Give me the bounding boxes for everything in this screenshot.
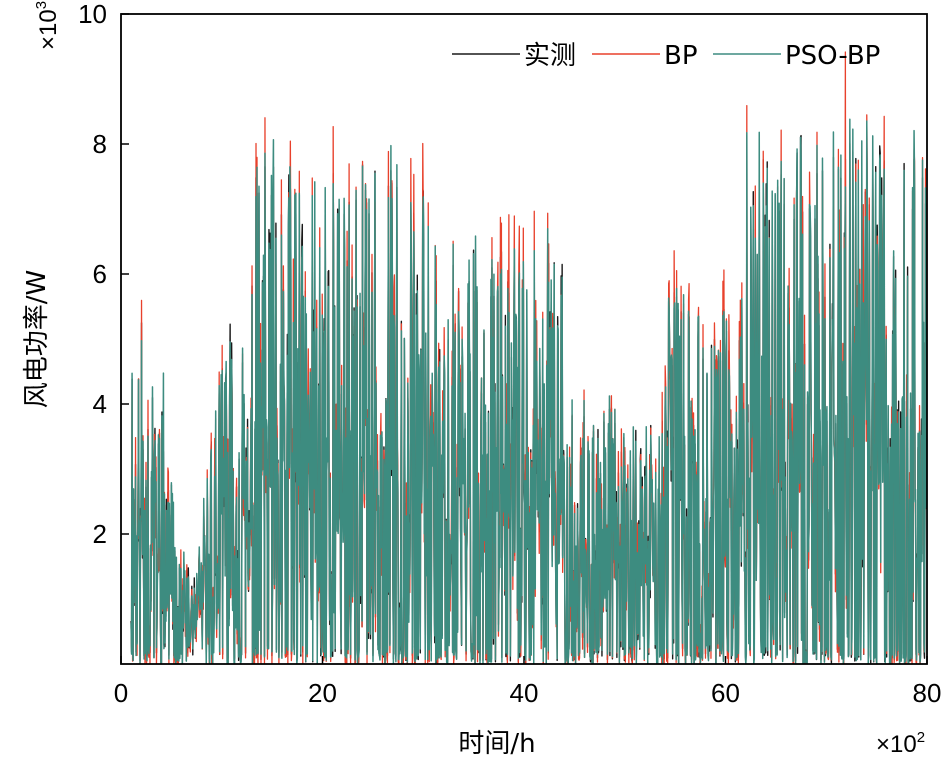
series-line-2 bbox=[130, 118, 927, 664]
x-tick-label: 40 bbox=[510, 678, 539, 708]
x-tick-label: 20 bbox=[308, 678, 337, 708]
y-multiplier-exp: 3 bbox=[33, 1, 50, 9]
x-tick-label: 60 bbox=[711, 678, 740, 708]
legend-label-bp: BP bbox=[664, 41, 698, 71]
y-axis-label: 风电功率/W bbox=[22, 270, 52, 408]
x-tick-label: 80 bbox=[913, 678, 942, 708]
y-multiplier: ×103 bbox=[33, 1, 62, 50]
x-multiplier-base: ×10 bbox=[876, 731, 917, 758]
y-multiplier-base: ×10 bbox=[35, 9, 62, 50]
x-multiplier-exp: 2 bbox=[917, 729, 925, 746]
legend-label-pso-bp: PSO-BP bbox=[785, 41, 880, 71]
legend-label-measured: 实测 bbox=[524, 41, 576, 71]
y-tick-label: 8 bbox=[93, 129, 107, 159]
ticks-layer: 0 20 40 60 80 2 4 6 8 10 bbox=[78, 0, 941, 708]
legend: 实测 BP PSO-BP bbox=[452, 41, 880, 71]
y-tick-label: 10 bbox=[78, 0, 107, 29]
y-tick-label: 2 bbox=[93, 519, 107, 549]
series-layer bbox=[130, 51, 927, 664]
x-tick-label: 0 bbox=[114, 678, 128, 708]
x-axis-label: 时间/h bbox=[458, 729, 535, 759]
x-multiplier: ×102 bbox=[876, 729, 925, 758]
y-tick-label: 4 bbox=[93, 389, 107, 419]
y-tick-label: 6 bbox=[93, 259, 107, 289]
